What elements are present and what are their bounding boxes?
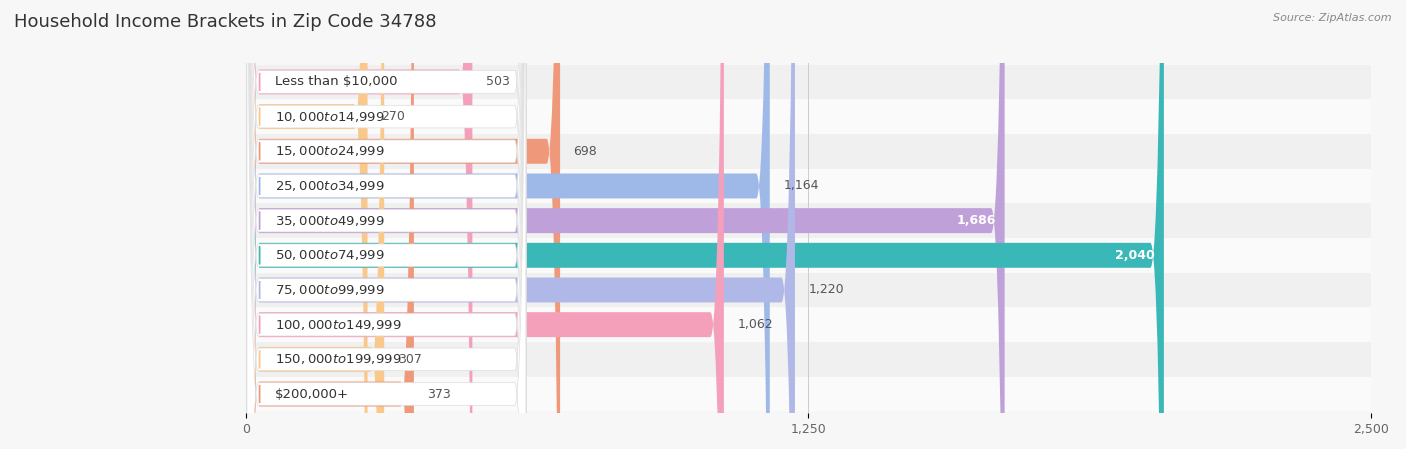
Bar	[246, 65, 1371, 99]
Bar	[246, 238, 1371, 273]
Text: $100,000 to $149,999: $100,000 to $149,999	[276, 317, 402, 332]
Text: 1,164: 1,164	[783, 180, 818, 193]
FancyBboxPatch shape	[247, 0, 526, 449]
Text: 2,040: 2,040	[1115, 249, 1154, 262]
Text: 1,686: 1,686	[956, 214, 995, 227]
FancyBboxPatch shape	[247, 0, 526, 449]
Text: 1,062: 1,062	[737, 318, 773, 331]
FancyBboxPatch shape	[246, 0, 794, 449]
Text: 503: 503	[486, 75, 510, 88]
FancyBboxPatch shape	[246, 0, 560, 449]
Bar	[246, 169, 1371, 203]
Text: $25,000 to $34,999: $25,000 to $34,999	[276, 179, 385, 193]
FancyBboxPatch shape	[247, 0, 526, 449]
Bar	[246, 134, 1371, 169]
Bar	[246, 377, 1371, 411]
FancyBboxPatch shape	[247, 0, 526, 449]
Text: Less than $10,000: Less than $10,000	[276, 75, 398, 88]
Bar	[246, 342, 1371, 377]
Text: $50,000 to $74,999: $50,000 to $74,999	[276, 248, 385, 262]
FancyBboxPatch shape	[246, 0, 413, 449]
Text: 373: 373	[427, 387, 451, 401]
FancyBboxPatch shape	[247, 0, 526, 449]
Text: $150,000 to $199,999: $150,000 to $199,999	[276, 352, 402, 366]
Bar	[246, 203, 1371, 238]
Text: Source: ZipAtlas.com: Source: ZipAtlas.com	[1274, 13, 1392, 23]
FancyBboxPatch shape	[246, 0, 472, 449]
Text: 698: 698	[574, 145, 598, 158]
FancyBboxPatch shape	[246, 0, 367, 449]
FancyBboxPatch shape	[246, 0, 724, 449]
FancyBboxPatch shape	[247, 0, 526, 449]
Bar	[246, 273, 1371, 307]
FancyBboxPatch shape	[246, 0, 384, 449]
Text: $10,000 to $14,999: $10,000 to $14,999	[276, 110, 385, 123]
FancyBboxPatch shape	[247, 0, 526, 449]
Text: $75,000 to $99,999: $75,000 to $99,999	[276, 283, 385, 297]
FancyBboxPatch shape	[247, 0, 526, 449]
Text: $15,000 to $24,999: $15,000 to $24,999	[276, 144, 385, 158]
FancyBboxPatch shape	[246, 0, 769, 449]
Text: 270: 270	[381, 110, 405, 123]
FancyBboxPatch shape	[246, 0, 1005, 449]
Bar	[246, 99, 1371, 134]
Text: 307: 307	[398, 353, 422, 366]
Text: $35,000 to $49,999: $35,000 to $49,999	[276, 214, 385, 228]
FancyBboxPatch shape	[247, 0, 526, 449]
Text: Household Income Brackets in Zip Code 34788: Household Income Brackets in Zip Code 34…	[14, 13, 436, 31]
FancyBboxPatch shape	[246, 0, 1164, 449]
Bar	[246, 307, 1371, 342]
Text: 1,220: 1,220	[808, 283, 844, 296]
Text: $200,000+: $200,000+	[276, 387, 349, 401]
FancyBboxPatch shape	[247, 0, 526, 449]
